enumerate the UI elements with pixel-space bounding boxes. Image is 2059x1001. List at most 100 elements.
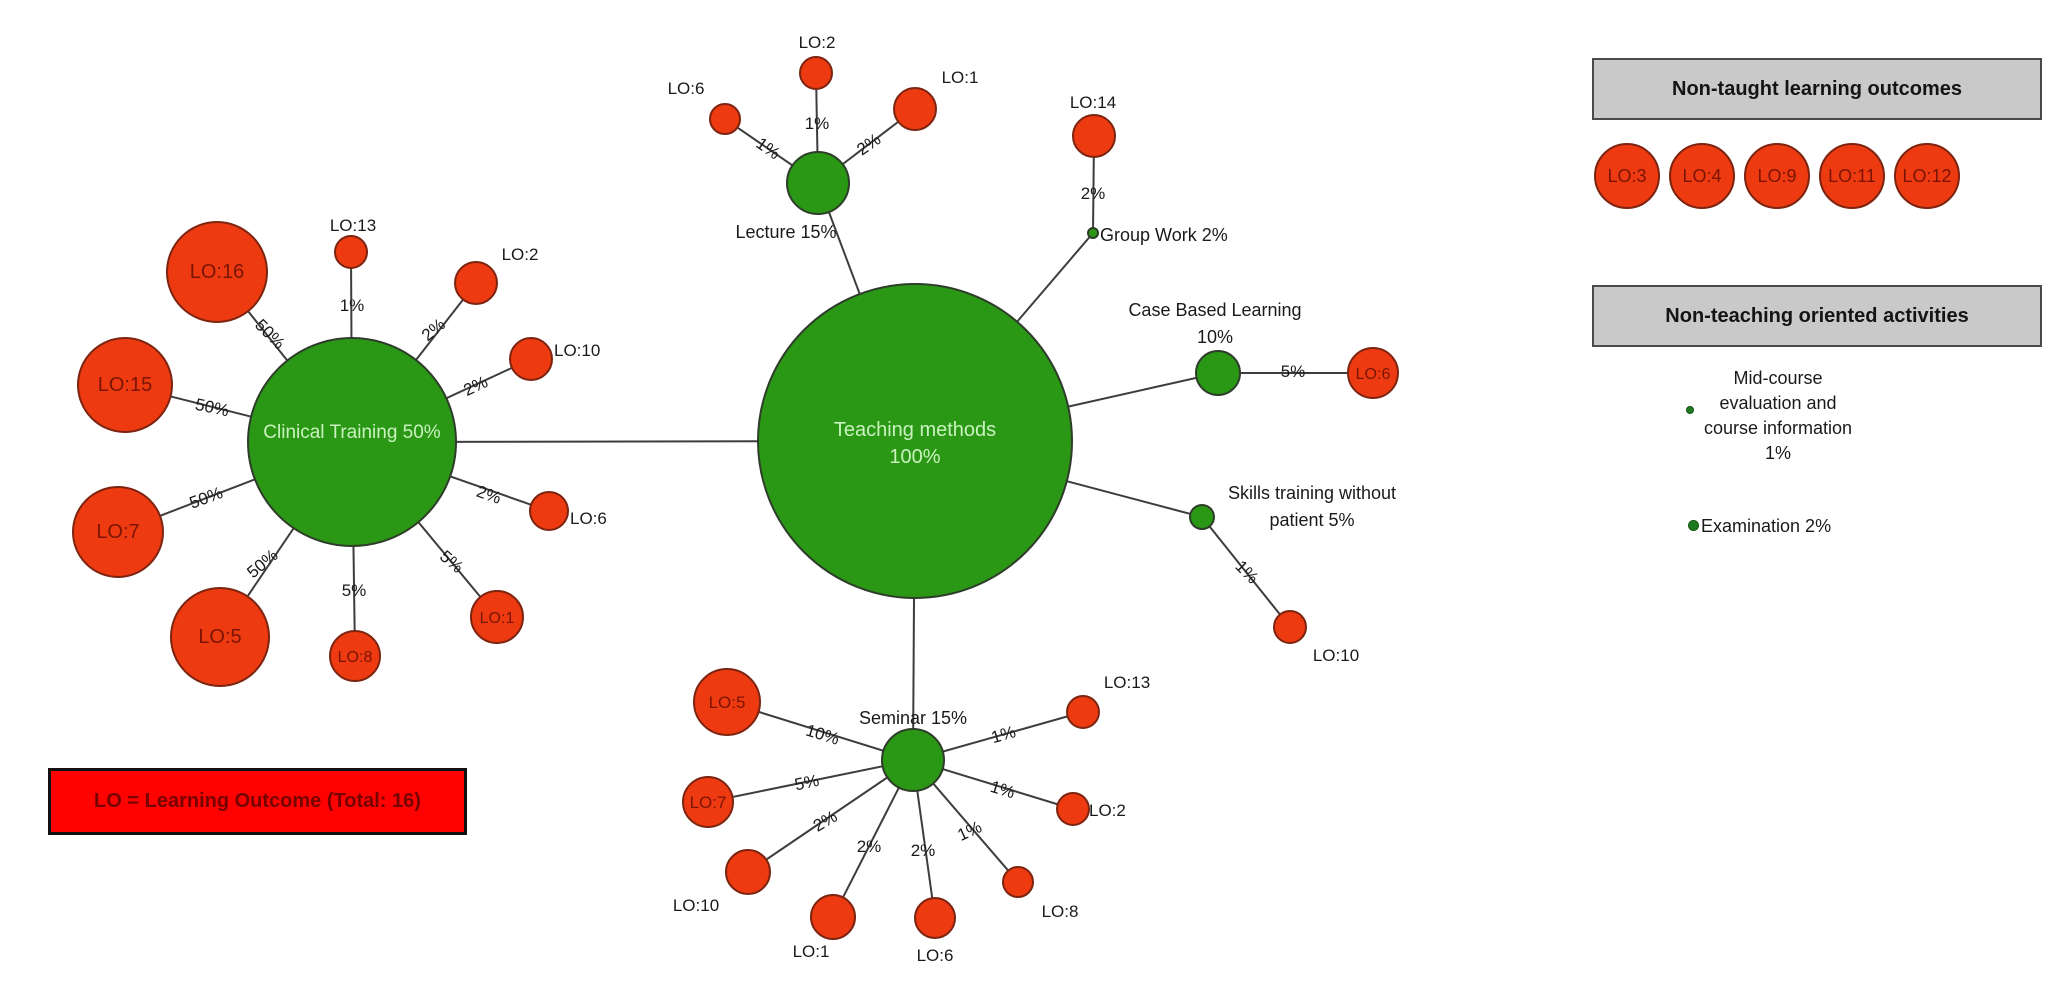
edge-percent-label: 2% xyxy=(461,372,491,400)
skills-lo10-node xyxy=(1273,610,1307,644)
seminar-lo1-label: LO:1 xyxy=(793,942,830,961)
clinical-lo8-label: LO:8 xyxy=(338,649,373,666)
lo-note-box: LO = Learning Outcome (Total: 16) xyxy=(48,768,467,835)
seminar-lo5-node xyxy=(693,668,761,736)
skills-training-node xyxy=(1189,504,1215,530)
edge-percent-label: 5% xyxy=(436,547,467,577)
lecture-lo6-label: LO:6 xyxy=(668,79,705,98)
edge-percent-label: 50% xyxy=(187,483,225,512)
examination-dot-icon xyxy=(1688,520,1699,531)
clinical-node xyxy=(247,337,457,547)
edge-percent-label: 10% xyxy=(804,721,842,749)
non-taught-outcome-lo4: LO:4 xyxy=(1669,143,1735,209)
legend-non-teaching-header: Non-teaching oriented activities xyxy=(1592,285,2042,347)
group-lo14-label: LO:14 xyxy=(1070,93,1116,112)
case-lo6-node xyxy=(1347,347,1399,399)
clinical-lo15-node xyxy=(77,337,173,433)
clinical-lo7-node xyxy=(72,486,164,578)
mid-course-dot-icon xyxy=(1686,406,1694,414)
examination-activity-label: Examination 2% xyxy=(1701,516,1832,536)
edge-percent-label: 2% xyxy=(418,315,449,345)
clinical-lo16-node xyxy=(166,221,268,323)
edge-percent-label: 2% xyxy=(857,837,882,856)
case-lo6-label: LO:6 xyxy=(1356,366,1391,383)
edge-percent-label: 1% xyxy=(805,114,830,133)
seminar-lo10-label: LO:10 xyxy=(673,896,719,915)
edge-percent-label: 1% xyxy=(1231,557,1262,588)
seminar-lo6-node xyxy=(914,897,956,939)
edge-seminar-seminar-lo10 xyxy=(747,759,914,873)
seminar-lo8-node xyxy=(1002,866,1034,898)
edge-percent-label: 50% xyxy=(243,546,281,582)
seminar-lo10-node xyxy=(725,849,771,895)
case-based-node xyxy=(1195,350,1241,396)
clinical-lo10-node xyxy=(509,337,553,381)
mid-course-activity-label: Mid-course evaluation and course informa… xyxy=(1703,368,1853,463)
non-taught-outcomes-row: LO:3 LO:4 LO:9 LO:11 LO:12 xyxy=(1594,143,1960,209)
seminar-lo13-label: LO:13 xyxy=(1104,673,1150,692)
seminar-lo6-label: LO:6 xyxy=(917,946,954,965)
edge-seminar-seminar-lo7 xyxy=(707,759,914,803)
seminar-lo2-node xyxy=(1056,792,1090,826)
seminar-lo7-node xyxy=(682,776,734,828)
edge-percent-label: 1% xyxy=(753,134,784,164)
clinical-lo2-node xyxy=(454,261,498,305)
clinical-lo7-label: LO:7 xyxy=(96,521,139,543)
seminar-lo8-label: LO:8 xyxy=(1042,902,1079,921)
edge-percent-label: 2% xyxy=(853,130,884,160)
lecture-lo6-node xyxy=(709,103,741,135)
non-taught-outcome-lo9: LO:9 xyxy=(1744,143,1810,209)
case-based-label: Case Based Learning 10% xyxy=(1128,300,1301,347)
edge-percent-label: 5% xyxy=(1281,362,1306,381)
legend-non-taught-title: Non-taught learning outcomes xyxy=(1672,77,1962,100)
clinical-lo10-label: LO:10 xyxy=(554,341,600,360)
edge-percent-label: 1% xyxy=(955,817,985,845)
clinical-lo13-label: LO:13 xyxy=(330,216,376,235)
edge-percent-label: 1% xyxy=(989,722,1018,747)
lecture-node xyxy=(786,151,850,215)
clinical-lo13-node xyxy=(334,235,368,269)
lecture-label: Lecture 15% xyxy=(735,222,836,242)
edge-skills-training-skills-lo10 xyxy=(1201,516,1291,628)
clinical-lo1-label: LO:1 xyxy=(480,610,515,627)
seminar-lo2-label: LO:2 xyxy=(1089,801,1126,820)
clinical-lo16-label: LO:16 xyxy=(190,261,244,283)
seminar-lo7-label: LO:7 xyxy=(690,793,727,812)
non-taught-outcome-lo12: LO:12 xyxy=(1894,143,1960,209)
legend-non-teaching-title: Non-teaching oriented activities xyxy=(1665,304,1969,327)
non-taught-outcome-lo11: LO:11 xyxy=(1819,143,1885,209)
legend-non-taught-header: Non-taught learning outcomes xyxy=(1592,58,2042,120)
edge-percent-label: 2% xyxy=(1081,184,1106,203)
lecture-lo1-label: LO:1 xyxy=(942,68,979,87)
skills-training-label: Skills training without patient 5% xyxy=(1228,483,1396,530)
lecture-lo2-node xyxy=(799,56,833,90)
clinical-lo2-label: LO:2 xyxy=(502,245,539,264)
seminar-label: Seminar 15% xyxy=(859,708,967,728)
edge-percent-label: 50% xyxy=(194,395,231,421)
edge-percent-label: 5% xyxy=(793,771,821,795)
teaching-node xyxy=(757,283,1073,599)
edge-percent-label: 1% xyxy=(988,777,1017,802)
clinical-label: Clinical Training 50% xyxy=(263,422,441,443)
clinical-lo5-label: LO:5 xyxy=(198,626,241,648)
group-lo14-node xyxy=(1072,114,1116,158)
skills-lo10-label: LO:10 xyxy=(1313,646,1359,665)
lecture-lo2-label: LO:2 xyxy=(799,33,836,52)
clinical-lo6-node xyxy=(529,491,569,531)
seminar-node xyxy=(881,728,945,792)
non-taught-outcome-lo3: LO:3 xyxy=(1594,143,1660,209)
seminar-lo1-node xyxy=(810,894,856,940)
seminar-lo13-node xyxy=(1066,695,1100,729)
seminar-lo5-label: LO:5 xyxy=(709,693,746,712)
edge-percent-label: 2% xyxy=(911,841,936,860)
clinical-lo6-label: LO:6 xyxy=(570,509,607,528)
clinical-lo1-node xyxy=(470,590,524,644)
edge-percent-label: 1% xyxy=(340,296,365,315)
lecture-lo1-node xyxy=(893,87,937,131)
edge-percent-label: 5% xyxy=(342,581,367,600)
clinical-lo5-node xyxy=(170,587,270,687)
group-work-node xyxy=(1087,227,1099,239)
clinical-lo8-node xyxy=(329,630,381,682)
lo-note-text: LO = Learning Outcome (Total: 16) xyxy=(94,790,421,812)
